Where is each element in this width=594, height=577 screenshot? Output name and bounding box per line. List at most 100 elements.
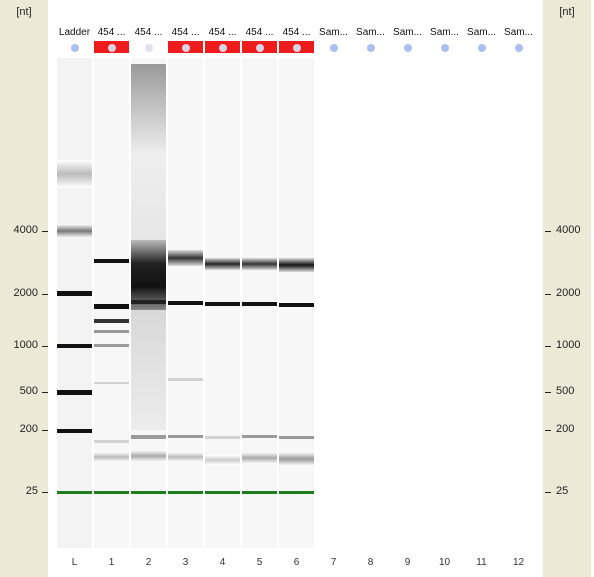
gel-lane[interactable]	[242, 58, 277, 548]
lane-status-indicator[interactable]	[501, 41, 536, 53]
lane-status-flag[interactable]	[168, 41, 203, 53]
y-tick-mark	[42, 430, 48, 431]
lane-header[interactable]: Sam...	[356, 27, 385, 38]
gel-band	[94, 304, 129, 309]
lower-marker-band	[57, 491, 92, 494]
lower-marker-band	[131, 491, 166, 494]
gel-band	[242, 302, 277, 306]
lane-header[interactable]: 454 ...	[282, 27, 311, 38]
gel-band	[205, 455, 240, 465]
lane-status-indicator[interactable]	[353, 41, 388, 53]
lower-marker-band	[205, 491, 240, 494]
gel-band	[279, 452, 314, 466]
gel-lane[interactable]	[168, 58, 203, 548]
gel-lane[interactable]	[390, 58, 425, 548]
lane-header[interactable]: Sam...	[393, 27, 422, 38]
lane-header[interactable]: Sam...	[319, 27, 348, 38]
gel-lane[interactable]	[131, 58, 166, 548]
lane-status-indicator[interactable]	[316, 41, 351, 53]
gel-lane[interactable]	[57, 58, 92, 548]
lane-status-indicator[interactable]	[390, 41, 425, 53]
gel-band	[168, 435, 203, 438]
lower-marker-band	[279, 491, 314, 494]
y-tick-mark	[42, 492, 48, 493]
gel-lane[interactable]	[205, 58, 240, 548]
gel-band	[205, 436, 240, 439]
y-tick-mark	[42, 346, 48, 347]
status-dot-icon	[366, 44, 375, 52]
lane-header[interactable]: 454 ...	[134, 27, 163, 38]
lane-number: 12	[512, 557, 525, 568]
gel-band	[94, 382, 129, 384]
gel-lane[interactable]	[427, 58, 462, 548]
y-tick-mark	[42, 231, 48, 232]
y-tick-label: 200	[556, 423, 575, 435]
y-tick-label: 500	[556, 385, 575, 397]
gel-band	[131, 64, 166, 244]
lane-header[interactable]: Sam...	[430, 27, 459, 38]
gel-band	[168, 452, 203, 462]
gel-band	[131, 300, 166, 304]
gel-lane[interactable]	[353, 58, 388, 548]
gel-band	[168, 301, 203, 305]
y-axis-unit-right: [nt]	[559, 6, 575, 18]
lane-status-flag[interactable]	[242, 41, 277, 53]
y-tick-label: 25	[25, 485, 38, 497]
gel-band	[57, 390, 92, 395]
lane-header[interactable]: Sam...	[504, 27, 533, 38]
lane-header[interactable]: 454 ...	[208, 27, 237, 38]
gel-band	[205, 302, 240, 306]
lane-number: 10	[438, 557, 451, 568]
status-dot-icon	[181, 44, 190, 52]
y-tick-label: 1000	[13, 339, 38, 351]
y-tick-label: 4000	[13, 224, 38, 236]
lane-number: 11	[476, 557, 487, 568]
y-axis-right: [nt] 4000 2000 1000 500 200 25	[543, 0, 591, 577]
gel-band	[131, 450, 166, 462]
gel-band	[279, 436, 314, 439]
lane-status-flag[interactable]	[205, 41, 240, 53]
status-dot-icon	[255, 44, 264, 52]
gel-band	[57, 160, 92, 188]
lane-number: 8	[367, 557, 374, 568]
gel-lane[interactable]	[464, 58, 499, 548]
status-dot-icon	[70, 44, 79, 52]
gel-band	[168, 250, 203, 266]
lane-status-flag[interactable]	[279, 41, 314, 53]
gel-band	[57, 224, 92, 238]
y-tick-mark	[42, 294, 48, 295]
lane-header[interactable]: Sam...	[467, 27, 496, 38]
lane-header[interactable]: 454 ...	[171, 27, 200, 38]
lane-status-indicator[interactable]	[427, 41, 462, 53]
status-dot-icon	[144, 44, 153, 52]
gel-band	[131, 310, 166, 430]
y-tick-label: 1000	[556, 339, 581, 351]
gel-band	[57, 291, 92, 296]
lane-status-indicator[interactable]	[131, 41, 166, 53]
lane-header[interactable]: 454 ...	[97, 27, 126, 38]
lane-status-flag[interactable]	[94, 41, 129, 53]
lower-marker-band	[168, 491, 203, 494]
lane-status-indicator[interactable]	[57, 41, 92, 53]
gel-band	[94, 440, 129, 443]
gel-band	[242, 258, 277, 270]
lane-status-indicator[interactable]	[464, 41, 499, 53]
y-tick-label: 2000	[556, 287, 581, 299]
lane-number: 7	[330, 557, 337, 568]
y-tick-mark	[545, 492, 551, 493]
gel-lane[interactable]	[279, 58, 314, 548]
y-tick-mark	[545, 346, 551, 347]
lane-number: 6	[293, 557, 300, 568]
lane-header[interactable]: 454 ...	[245, 27, 274, 38]
status-dot-icon	[218, 44, 227, 52]
gel-lane[interactable]	[316, 58, 351, 548]
gel-lane[interactable]	[501, 58, 536, 548]
gel-band	[94, 319, 129, 323]
status-dot-icon	[440, 44, 449, 52]
y-tick-label: 4000	[556, 224, 581, 236]
gel-lane[interactable]	[94, 58, 129, 548]
lower-marker-band	[94, 491, 129, 494]
status-dot-icon	[329, 44, 338, 52]
lane-header[interactable]: Ladder	[58, 27, 91, 38]
lane-number: 3	[182, 557, 189, 568]
